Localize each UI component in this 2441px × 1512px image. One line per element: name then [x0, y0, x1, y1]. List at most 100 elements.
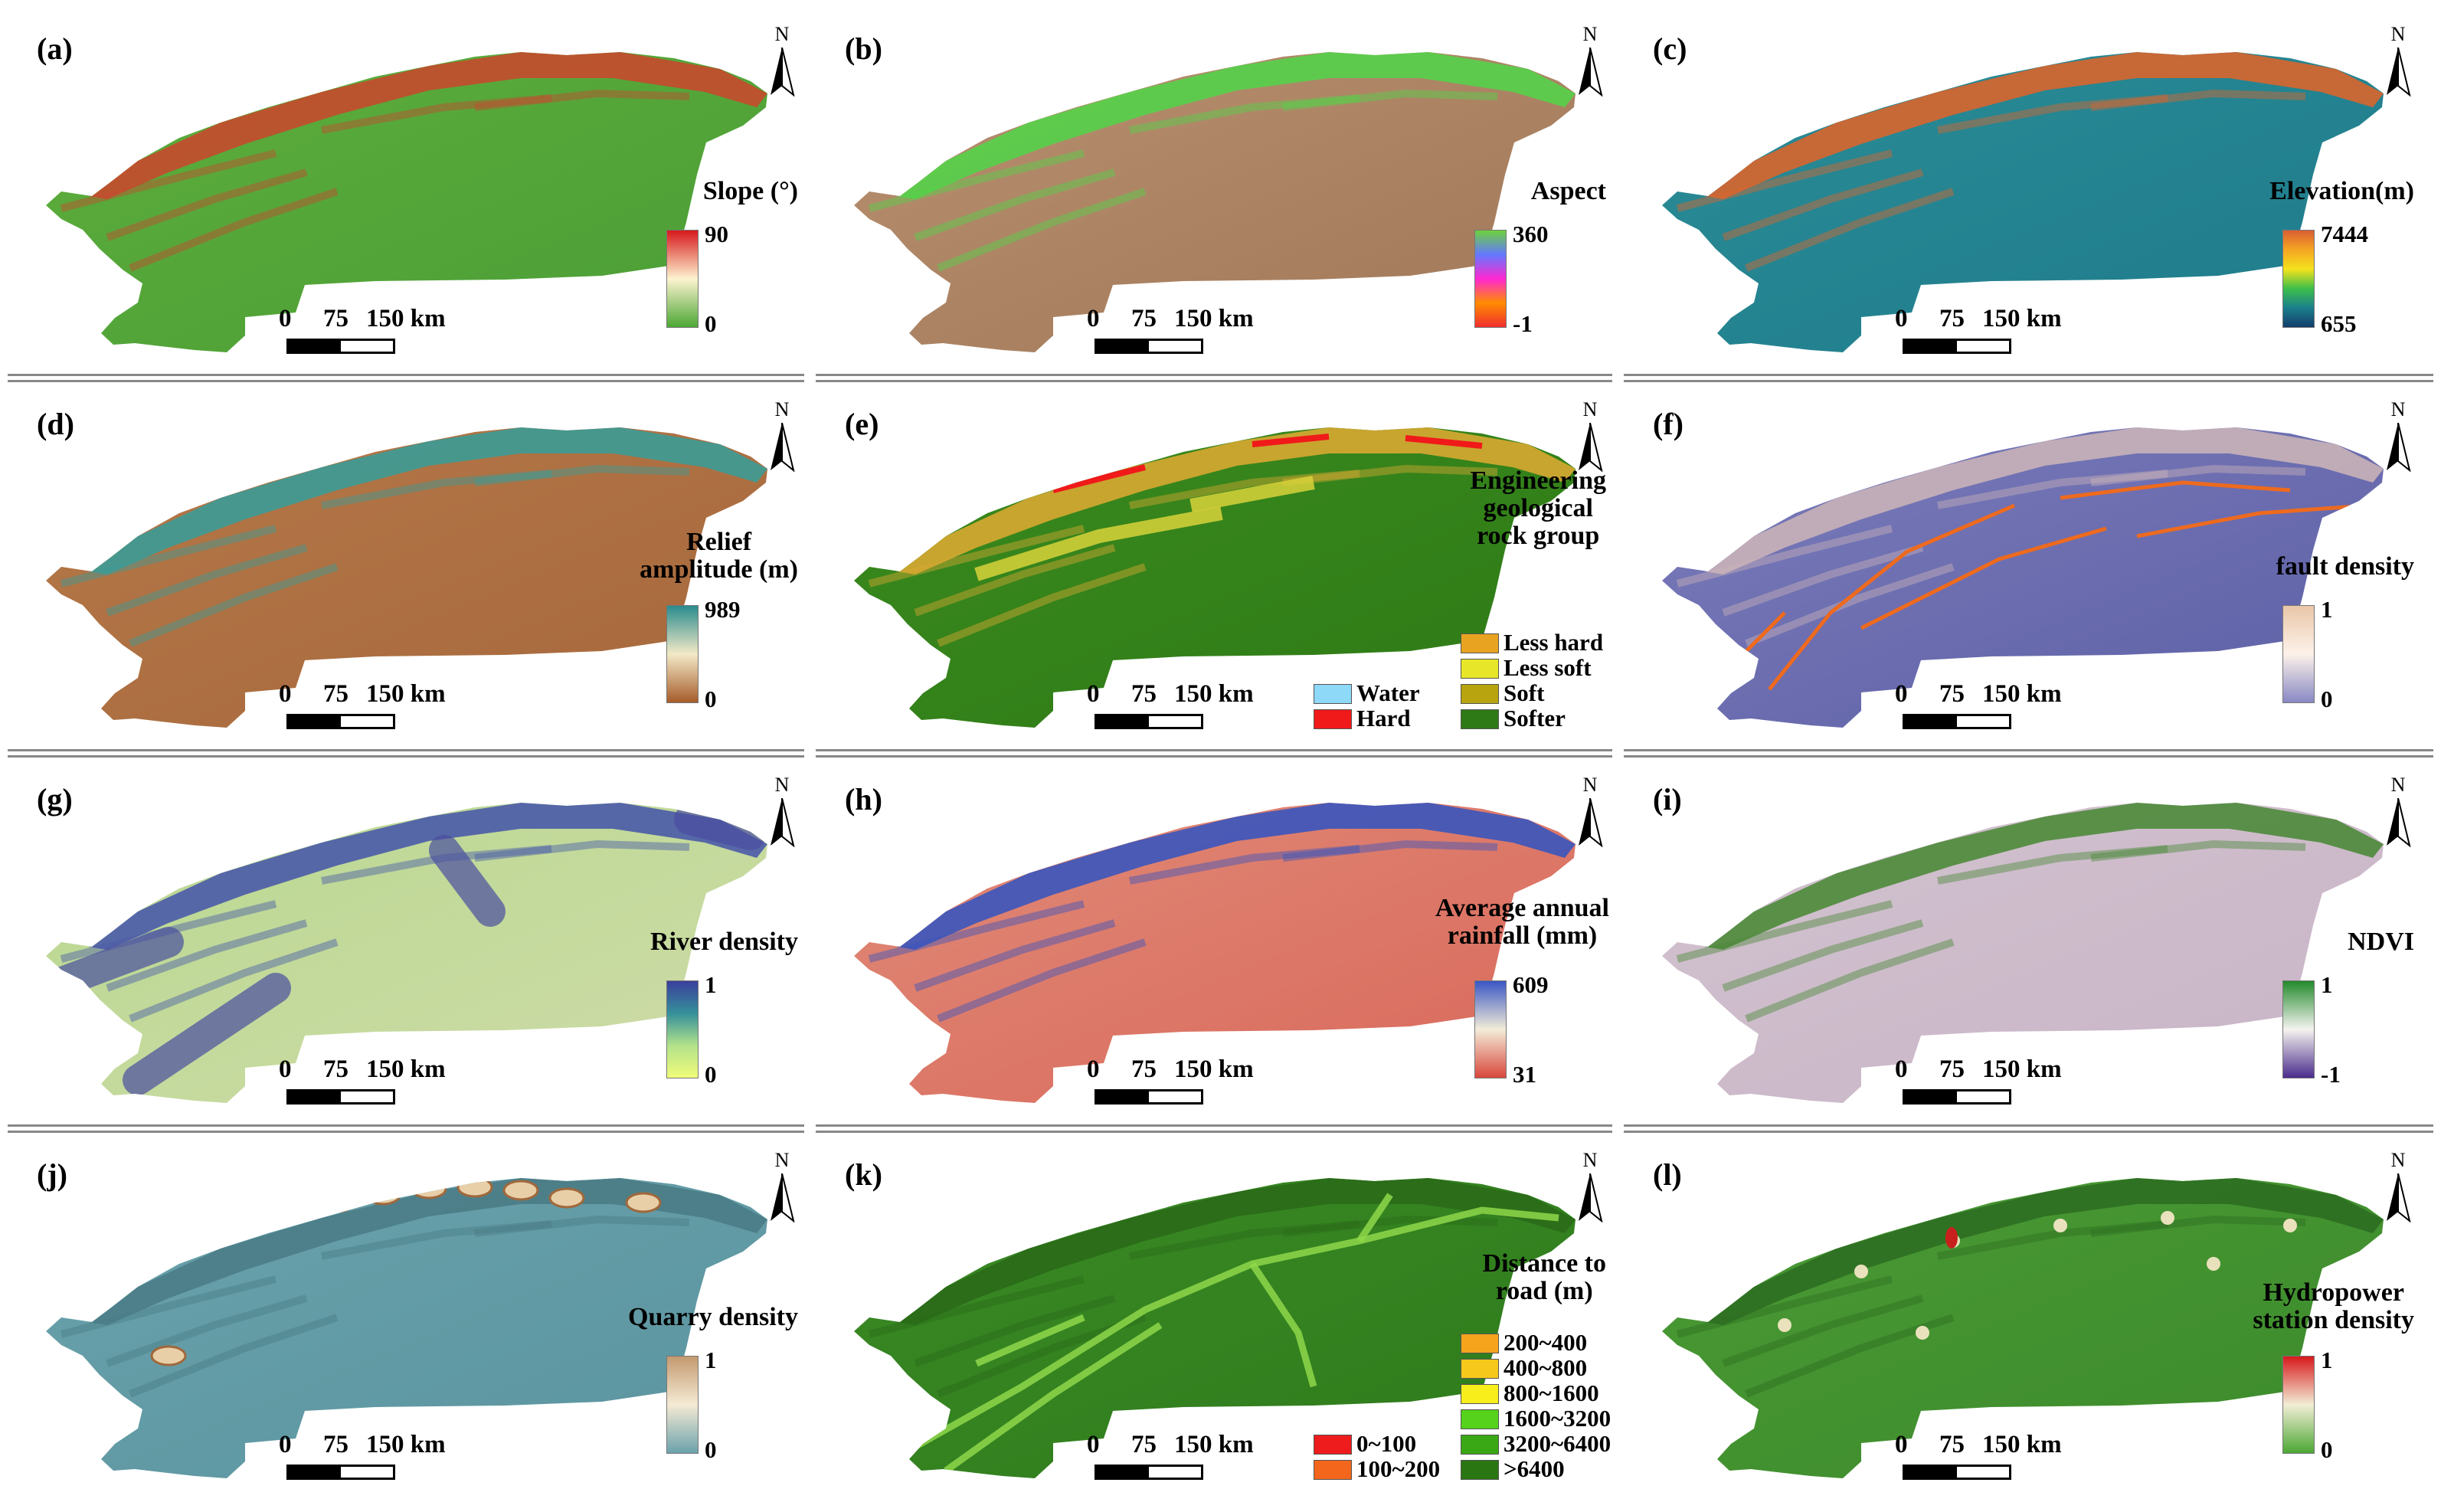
legend-color-ramp	[666, 230, 699, 328]
legend-title: NDVI	[2348, 928, 2414, 956]
legend-min-value: -1	[1513, 310, 1533, 337]
mountain-zone-e	[897, 427, 1576, 574]
terrain-streak-c-3	[1937, 94, 2168, 134]
fault-line-0	[1768, 503, 2015, 691]
legend-min-value: 0	[2321, 1436, 2333, 1463]
scale-label-75: 75	[1939, 1055, 1965, 1083]
legend-swatch	[1461, 684, 1499, 704]
row-divider	[8, 1124, 804, 1127]
north-label: N	[1582, 1149, 1598, 1171]
north-arrow-icon	[2387, 423, 2411, 472]
scale-bar: 0 75 150 km	[268, 1055, 446, 1109]
terrain-streak-b-2	[937, 188, 1147, 272]
legend-swatch	[1461, 633, 1499, 653]
quarry-hotspot-7	[150, 1345, 187, 1366]
scale-bar-graphic	[1095, 1089, 1203, 1105]
map-g	[46, 803, 767, 1103]
legend-item-label: 100~200	[1356, 1455, 1441, 1482]
terrain-streak-h-4	[1282, 839, 1498, 862]
legend-title-line: amplitude (m)	[640, 555, 798, 584]
legend-color-ramp	[666, 980, 699, 1078]
terrain-streak-f-0	[1676, 525, 1893, 587]
panel-label: (l)	[1653, 1157, 1682, 1192]
fault-line-1	[1860, 526, 2107, 630]
scale-label-0: 0	[1895, 1055, 1908, 1083]
north-arrow-icon	[2387, 1173, 2411, 1222]
fault-line-2	[2060, 480, 2291, 500]
legend-title-line: Relief	[686, 528, 752, 556]
scale-label-0: 0	[1895, 680, 1908, 708]
legend-title: Engineering geological rock group	[1470, 467, 1606, 550]
river-dense-zone-2	[429, 835, 506, 927]
legend-title: Distance to road (m)	[1483, 1250, 1606, 1305]
scale-bar-graphic	[286, 339, 395, 354]
mountain-zone-h	[897, 803, 1576, 950]
legend-swatch	[1461, 1334, 1499, 1353]
legend-max-value: 1	[2321, 971, 2333, 998]
legend-max-value: 1	[2321, 596, 2333, 623]
legend-item-label: Hard	[1356, 705, 1411, 731]
north-arrow-icon	[1579, 798, 1603, 847]
panel-label: (f)	[1653, 407, 1684, 441]
terrain-streak-l-3	[1937, 1220, 2168, 1260]
terrain-streak-a-1	[106, 169, 308, 241]
legend-title-line: Quarry density	[628, 1303, 798, 1331]
north-arrow: N	[2380, 398, 2416, 475]
legend-item-label: 1600~3200	[1504, 1405, 1612, 1432]
terrain-streak-j-2	[129, 1314, 339, 1398]
legend-item-label: 800~1600	[1504, 1379, 1599, 1406]
legend-item-label: 0~100	[1356, 1430, 1417, 1457]
legend-title: River density	[650, 928, 798, 956]
north-arrow-icon	[1579, 47, 1603, 97]
mountain-zone-b	[897, 52, 1576, 199]
legend-title-line: Aspect	[1530, 177, 1606, 205]
terrain-streak-g-4	[474, 839, 690, 862]
row-divider	[1624, 374, 2433, 376]
north-arrow-icon	[771, 423, 795, 472]
terrain-streak-e-0	[868, 525, 1085, 587]
legend-max-value: 1	[705, 1347, 717, 1373]
terrain-streak-c-1	[1722, 169, 1924, 241]
scale-bar-fill	[1905, 341, 1957, 352]
scale-label-150: 150 km	[366, 305, 446, 332]
legend-color-ramp	[1474, 980, 1507, 1078]
terrain-streak-j-1	[106, 1294, 308, 1367]
terrain-streak-k-1	[914, 1294, 1116, 1367]
scale-bar: 0 75 150 km	[268, 1431, 446, 1484]
map-e	[854, 427, 1576, 728]
north-arrow-icon	[771, 798, 795, 847]
panel-d: (d) N 0 75 150 km Relief amplitude (m) 989 0	[15, 383, 812, 743]
fault-line-3	[2136, 503, 2367, 538]
mountain-zone-f	[1705, 427, 2384, 574]
north-arrow: N	[1572, 23, 1608, 100]
panel-c: (c) N 0 75 150 km Elevation(m) 7444 655	[1631, 8, 2428, 368]
scale-label-75: 75	[323, 1431, 348, 1458]
legend-title-line: rock group	[1477, 522, 1600, 550]
legend-title-line: rainfall (mm)	[1447, 921, 1598, 950]
terrain-streak-l-1	[1722, 1294, 1924, 1367]
hydropower-hotspot-6	[1778, 1318, 1791, 1332]
scale-bar-fill	[289, 341, 341, 352]
legend-swatch	[1314, 1435, 1352, 1455]
row-divider	[816, 380, 1612, 382]
legend-item-label: Less hard	[1504, 629, 1604, 656]
terrain-streak-k-4	[1282, 1215, 1498, 1237]
scale-bar-fill	[1097, 1091, 1149, 1102]
terrain-streak-g-0	[60, 900, 277, 963]
panel-h: (h) N 0 75 150 km Average annual rainfall (mm)…	[823, 758, 1620, 1118]
terrain-streak-f-4	[2090, 464, 2306, 486]
quarry-hotspot-5	[548, 1187, 585, 1209]
scale-bar-graphic	[286, 1465, 395, 1480]
legend-title-line: Distance to	[1482, 1249, 1606, 1278]
row-divider	[8, 749, 804, 751]
row-divider	[8, 380, 804, 382]
legend-swatch	[1314, 684, 1352, 704]
legend-title: Average annual rainfall (mm)	[1435, 895, 1609, 950]
hard-rock-zone-1	[1252, 434, 1330, 447]
terrain-streak-a-0	[60, 149, 277, 212]
panel-l: (l) N 0 75 150 km Hydropower station density 1 0	[1631, 1134, 2428, 1494]
terrain-streak-b-4	[1282, 89, 1498, 111]
legend-item-label: >6400	[1504, 1455, 1565, 1482]
legend-title-line: NDVI	[2348, 928, 2414, 956]
